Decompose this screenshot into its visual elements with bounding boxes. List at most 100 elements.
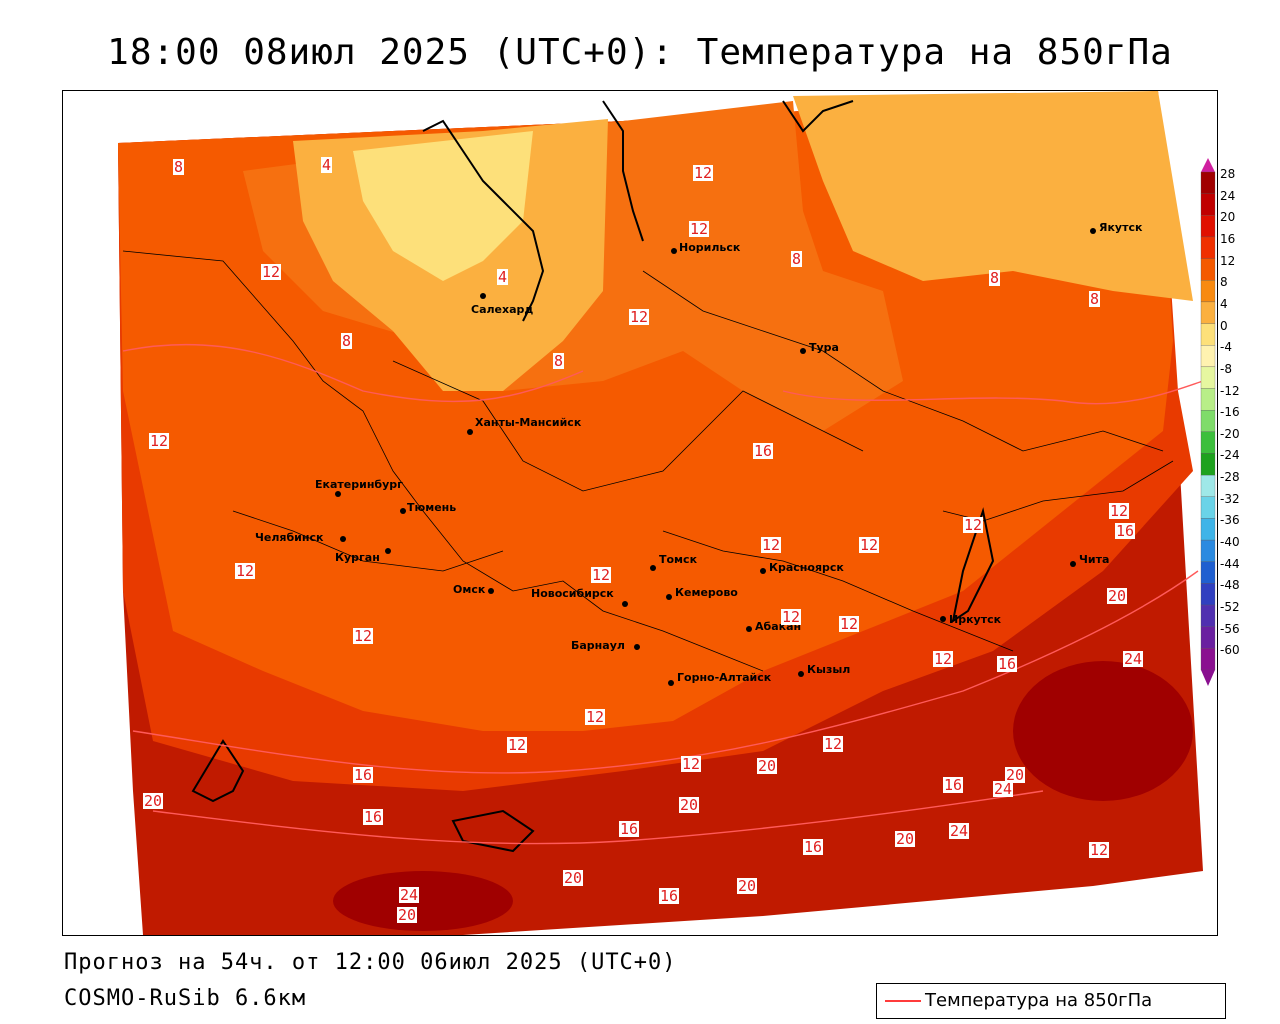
colorbar-swatch: [1200, 366, 1216, 389]
temperature-colorbar: 28 24 20 16 12 8 4 0 -4 -8 -12 -16 -20 -24 -28 -32 -36 -4…: [1200, 158, 1262, 688]
contour-label: 4: [321, 156, 333, 174]
colorbar-swatch: [1200, 215, 1216, 238]
zone-4-8-ne: [793, 91, 1193, 301]
contour-label: 20: [1005, 766, 1026, 784]
legend-label: Температура на 850гПа: [925, 990, 1153, 1011]
colorbar-tick-label: -40: [1220, 535, 1240, 550]
colorbar-tick-label: -52: [1220, 600, 1240, 615]
contour-label: 12: [629, 308, 650, 326]
colorbar-swatch: [1200, 193, 1216, 216]
contour-label: 12: [1109, 502, 1130, 520]
contour-label: 4: [497, 268, 509, 286]
contour-label: 12: [963, 516, 984, 534]
contour-label: 16: [619, 820, 640, 838]
hot-area-se: [1013, 661, 1193, 801]
colorbar-tick-label: 8: [1220, 275, 1228, 290]
colorbar-swatch: [1200, 258, 1216, 281]
colorbar-swatch: [1200, 236, 1216, 259]
colorbar-tick-label: -24: [1220, 448, 1240, 463]
contour-label: 24: [399, 886, 420, 904]
colorbar-swatch: [1200, 583, 1216, 606]
contour-label: 20: [563, 869, 584, 887]
contour-label: 16: [753, 442, 774, 460]
city-label: Горно-Алтайск: [677, 671, 772, 684]
colorbar-swatch: [1200, 648, 1216, 671]
contour-label: 12: [693, 164, 714, 182]
colorbar-tick-label: -8: [1220, 361, 1232, 376]
colorbar-swatch: [1200, 561, 1216, 584]
city-label: Ханты-Мансийск: [475, 416, 582, 429]
colorbar-top-arrow: [1201, 158, 1215, 172]
zone-0-4: [353, 131, 533, 281]
map-title: 18:00 08июл 2025 (UTC+0): Температура на…: [107, 32, 1173, 73]
colorbar-tick-label: -32: [1220, 491, 1240, 506]
contour-label: 12: [781, 608, 802, 626]
contour-label: 12: [353, 627, 374, 645]
colorbar-swatch: [1200, 626, 1216, 649]
colorbar-tick-label: -4: [1220, 340, 1232, 355]
colorbar-tick-label: 0: [1220, 318, 1228, 333]
contour-label: 8: [791, 250, 803, 268]
contour-label: 8: [989, 269, 1001, 287]
hot-area-s: [333, 871, 513, 931]
contour-label: 12: [149, 432, 170, 450]
colorbar-tick-label: 12: [1220, 253, 1236, 268]
colorbar-swatch: [1200, 410, 1216, 432]
map-canvas: [118, 91, 1204, 935]
colorbar-tick-label: -28: [1220, 470, 1240, 485]
contour-label: 12: [681, 755, 702, 773]
legend-line-swatch: [885, 1000, 921, 1002]
contour-label: 16: [363, 808, 384, 826]
contour-label: 16: [803, 838, 824, 856]
colorbar-swatch: [1200, 171, 1216, 194]
colorbar-swatch: [1200, 345, 1216, 368]
city-label: Красноярск: [769, 561, 844, 574]
contour-label: 20: [895, 830, 916, 848]
contour-label: 16: [943, 776, 964, 794]
colorbar-bottom-arrow: [1201, 670, 1215, 686]
colorbar-tick-label: -16: [1220, 405, 1240, 420]
colorbar-tick-label: -36: [1220, 513, 1240, 528]
city-label: Кызыл: [807, 663, 851, 676]
city-label: Челябинск: [255, 531, 324, 544]
colorbar-swatch: [1200, 301, 1216, 324]
colorbar-swatch: [1200, 280, 1216, 303]
city-label: Якутск: [1099, 221, 1143, 234]
colorbar-tick-label: -48: [1220, 578, 1240, 593]
colorbar-swatch: [1200, 496, 1216, 519]
contour-label: 8: [173, 158, 185, 176]
region-borders: [122, 250, 1174, 672]
colorbar-tick-label: -12: [1220, 383, 1240, 398]
contour-label: 8: [341, 332, 353, 350]
colorbar-swatch: [1200, 388, 1216, 411]
legend: Температура на 850гПа: [876, 983, 1226, 1019]
forecast-info: Прогноз на 54ч. от 12:00 06июл 2025 (UTC…: [64, 950, 677, 975]
contour-label: 20: [737, 877, 758, 895]
contour-label: 8: [553, 352, 565, 370]
colorbar-tick-label: 16: [1220, 231, 1236, 246]
isotherms: [122, 343, 1204, 845]
city-label: Курган: [335, 551, 380, 564]
colorbar-swatch: [1200, 518, 1216, 541]
contour-label: 12: [235, 562, 256, 580]
city-label: Тура: [809, 341, 839, 354]
contour-label: 12: [1089, 841, 1110, 859]
colorbar-swatch: [1200, 431, 1216, 454]
contour-label: 20: [397, 906, 418, 924]
contour-label: 12: [591, 566, 612, 584]
colorbar-tick-label: 28: [1220, 167, 1236, 181]
contour-label: 12: [859, 536, 880, 554]
contour-label: 24: [1123, 650, 1144, 668]
model-name: COSMO-RuSib 6.6км: [64, 986, 307, 1011]
colorbar-swatch: [1200, 453, 1216, 476]
contour-label: 12: [933, 650, 954, 668]
colorbar-tick-label: 4: [1220, 296, 1228, 311]
colorbar-tick-label: -44: [1220, 556, 1240, 571]
contour-label: 20: [757, 757, 778, 775]
contour-label: 16: [1115, 522, 1136, 540]
colorbar-swatch: [1200, 539, 1216, 562]
contour-label: 8: [1089, 290, 1101, 308]
city-label: Омск: [453, 583, 486, 596]
colorbar-tick-label: 24: [1220, 188, 1236, 203]
city-label: Салехард: [471, 303, 534, 316]
